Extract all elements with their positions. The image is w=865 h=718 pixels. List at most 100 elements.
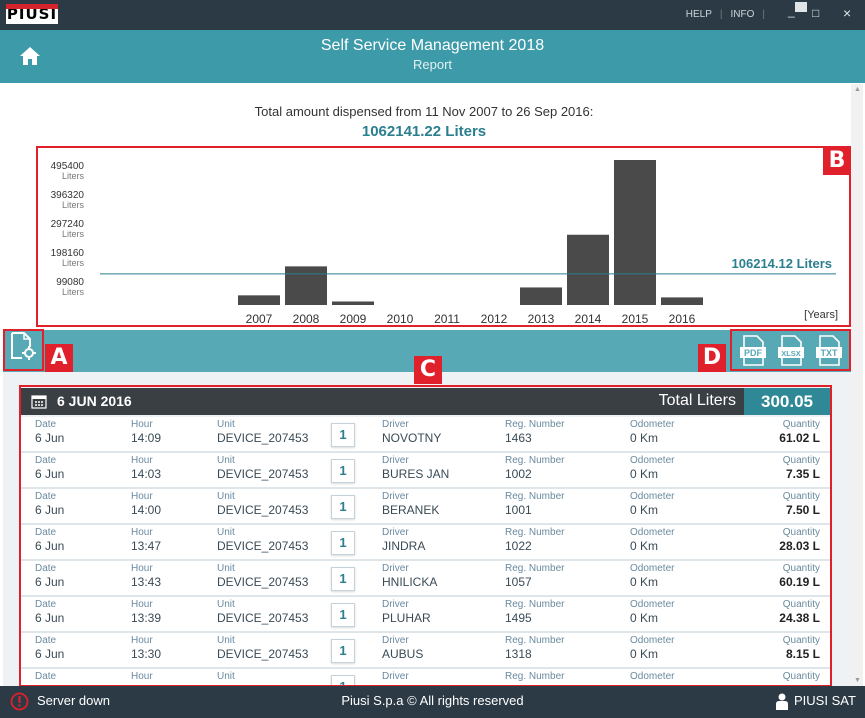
reg-label: Reg. Number [505, 491, 565, 502]
export-txt-button[interactable]: TXT [816, 335, 842, 366]
quantity-cell: Quantity 61.02 L [779, 419, 820, 446]
odometer-value: 0 Km [630, 431, 659, 445]
unit-label: Unit [217, 563, 235, 574]
close-button[interactable]: × [843, 5, 852, 21]
total-dispensed-value: 1062141.22 Liters [361, 123, 487, 140]
minimize-button[interactable]: _ [788, 4, 795, 18]
home-icon[interactable] [19, 45, 41, 67]
reg-value: 1318 [505, 647, 532, 661]
driver-value: BURES JAN [382, 467, 450, 481]
unit-label: Unit [217, 419, 235, 430]
table-row[interactable]: Date 6 Jun Hour 13:39 Unit DEVICE_207453 Drive… [21, 597, 830, 633]
unit-number-button[interactable]: 1 [331, 423, 355, 447]
table-row[interactable]: Date 6 Jun Hour 14:00 Unit DEVICE_207453 Drive… [21, 489, 830, 525]
restore-icon[interactable] [795, 2, 807, 12]
unit-cell: Unit DEVICE_207453 [217, 635, 308, 662]
bar-2013 [520, 287, 562, 305]
annotation-box-c: 6 JUN 2016 Total Liters 300.05 Date 6 Jun… [19, 385, 832, 687]
date-label: Date [35, 599, 57, 610]
day-header: 6 JUN 2016 Total Liters 300.05 [21, 388, 830, 415]
day-title: 6 JUN 2016 [57, 393, 132, 409]
driver-value: BERANEK [382, 503, 440, 517]
annotation-badge-a: A [45, 344, 73, 372]
date-value: 6 Jun [35, 575, 65, 589]
reg-value: 1002 [505, 467, 532, 481]
driver-label: Driver [382, 455, 409, 466]
unit-value: DEVICE_207453 [217, 611, 309, 625]
info-link[interactable]: INFO [730, 9, 755, 20]
report-settings-icon[interactable] [10, 331, 36, 361]
driver-cell: Driver AUBUS [382, 635, 423, 662]
unit-number-button[interactable]: 1 [331, 603, 355, 627]
quantity-label: Quantity [782, 599, 820, 610]
chart-area [3, 84, 851, 329]
unit-label: Unit [217, 491, 235, 502]
x-tick-label: 2016 [669, 312, 696, 326]
table-row[interactable]: Date 6 Jun Hour 14:03 Unit DEVICE_207453 Drive… [21, 453, 830, 489]
quantity-value: 28.03 L [779, 539, 820, 553]
quantity-label: Quantity [782, 671, 820, 682]
date-label: Date [35, 419, 57, 430]
unit-number-button[interactable]: 1 [331, 459, 355, 483]
app-title: Self Service Management 2018 [320, 37, 545, 54]
maximize-button[interactable]: □ [812, 6, 820, 20]
unit-number-button[interactable]: 1 [331, 495, 355, 519]
y-tick-unit: Liters [62, 229, 85, 239]
y-tick-label: 396320 [51, 190, 85, 201]
reg-label: Reg. Number [505, 599, 565, 610]
unit-label: Unit [217, 599, 235, 610]
date-label: Date [35, 455, 57, 466]
quantity-cell: Quantity 60.19 L [779, 563, 820, 590]
unit-number-button[interactable]: 1 [331, 531, 355, 555]
scroll-up-icon[interactable]: ▲ [854, 86, 861, 93]
odometer-value: 0 Km [630, 503, 659, 517]
user-icon [776, 693, 788, 710]
odometer-cell: Odometer 0 Km [630, 419, 674, 446]
annotation-badge-b: B [823, 147, 851, 175]
table-row[interactable]: Date 6 Jun Hour 13:30 Unit DEVICE_207453 Drive… [21, 633, 830, 669]
export-xlsx-button[interactable]: XLSX [778, 335, 804, 366]
odometer-label: Odometer [630, 563, 675, 574]
driver-cell: Driver BERANEK [382, 491, 439, 518]
unit-number-button[interactable]: 1 [331, 567, 355, 591]
x-tick-label: 2012 [481, 312, 508, 326]
reg-label: Reg. Number [505, 527, 565, 538]
x-tick-label: 2013 [528, 312, 555, 326]
hour-label: Hour [131, 671, 153, 682]
quantity-cell: Quantity 28.03 L [779, 527, 820, 554]
reg-cell: Reg. Number 1463 [505, 419, 564, 446]
x-axis: 2007 2008 2009 2010 2011 2012 2013 2014 2015 2016 [246, 312, 696, 326]
unit-number-button[interactable]: 1 [331, 639, 355, 663]
quantity-cell: Quantity 8.15 L [783, 635, 820, 662]
date-value: 6 Jun [35, 611, 65, 625]
reg-cell: Reg. Number 1002 [505, 455, 564, 482]
user-name[interactable]: PIUSI SAT [794, 693, 856, 708]
odometer-label: Odometer [630, 599, 675, 610]
export-pdf-button[interactable]: PDF [740, 335, 766, 366]
hour-label: Hour [131, 563, 153, 574]
hour-value: 13:30 [131, 647, 162, 661]
hour-value: 13:47 [131, 539, 162, 553]
annotation-badge-c: C [414, 356, 442, 384]
vertical-scrollbar[interactable]: ▲ ▼ [851, 84, 863, 686]
y-tick-unit: Liters [62, 258, 85, 268]
x-tick-label: 2011 [434, 312, 460, 326]
scroll-down-icon[interactable]: ▼ [854, 677, 861, 684]
hour-value: 13:39 [131, 611, 162, 625]
table-row[interactable]: Date 6 Jun Hour 13:47 Unit DEVICE_207453 Drive… [21, 525, 830, 561]
piusi-logo: PIUSI [6, 4, 58, 24]
help-link[interactable]: HELP [685, 9, 712, 20]
bar-2008 [285, 266, 327, 305]
unit-number-button[interactable]: 1 [331, 675, 355, 685]
driver-value: JINDRA [382, 539, 426, 553]
annotation-box-b [36, 146, 851, 327]
unit-cell: Unit DEVICE_207453 [217, 563, 308, 590]
bar-2015 [614, 160, 656, 305]
odometer-cell: Odometer 0 Km [630, 491, 674, 518]
table-row[interactable]: Date 6 Jun Hour 13:43 Unit DEVICE_207453 Drive… [21, 561, 830, 597]
odometer-cell: Odometer 0 Km [630, 599, 674, 626]
table-row[interactable]: Date Hour Unit Driver Reg. Number Odometer 1 Qu… [21, 669, 830, 685]
table-row[interactable]: Date 6 Jun Hour 14:09 Unit DEVICE_207453 Drive… [21, 417, 830, 453]
y-tick-unit: Liters [62, 287, 85, 297]
unit-label: Unit [217, 455, 235, 466]
